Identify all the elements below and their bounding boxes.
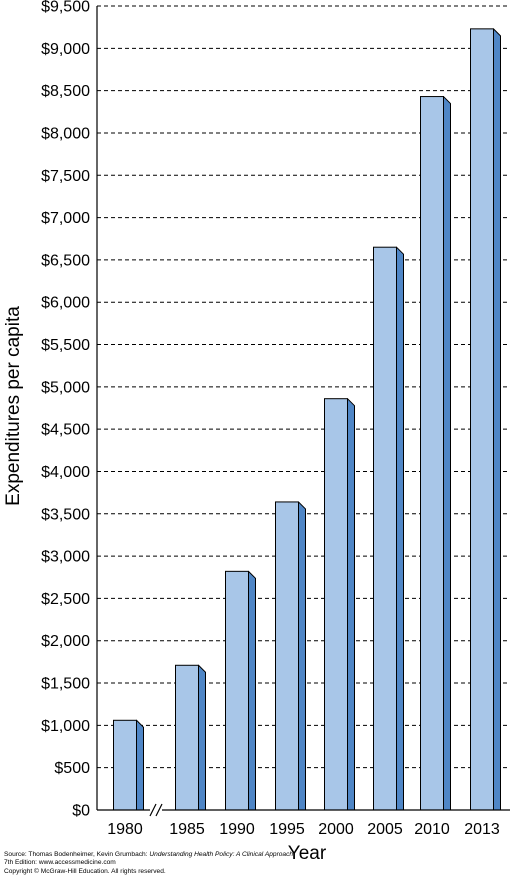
y-tick-label: $9,000 [41,41,90,58]
x-tick-label: 1995 [269,821,305,838]
bar [420,96,451,811]
x-tick-labels: 1980 1985 1990 1995 2000 2005 2010 2013 [107,821,500,838]
y-tick-label: $2,500 [41,591,90,608]
y-tick-label: $8,000 [41,125,90,142]
bar-front [175,664,199,811]
source-prefix: Source: Thomas Bodenheimer, Kevin Grumba… [4,851,150,858]
bar-front [373,246,397,811]
y-tick-label: $0 [72,803,90,820]
x-tick-label: 1990 [219,821,255,838]
bar-front [470,28,494,811]
bar-side [248,570,256,811]
y-tick-label: $500 [54,760,90,777]
x-tick-label: 2005 [367,821,403,838]
copyright-text: Copyright © McGraw-Hill Education. All r… [4,867,166,875]
x-tick-label: 2013 [464,821,500,838]
bar-front [113,719,137,811]
y-tick-label: $8,500 [41,83,90,100]
bar-front [324,398,348,811]
y-tick-label: $5,500 [41,337,90,354]
bar-side [298,501,306,811]
y-axis-label: Expenditures per capita [3,306,24,506]
source-book-title: Understanding Health Policy: A Clinical … [149,851,294,858]
bars [113,28,501,811]
y-tick-labels: $0 $500 $1,000 $1,500 $2,000 $2,500 $3,000 $3,5… [41,0,90,820]
x-tick-label: 2010 [414,821,450,838]
y-tick-label: $2,000 [41,633,90,650]
x-tick-label: 2000 [318,821,354,838]
bar-side [493,28,501,811]
bar-side [198,664,206,811]
axis-break-mark [149,803,157,817]
y-tick-label: $9,500 [41,0,90,16]
x-tick-label: 1985 [169,821,205,838]
bar-side [347,398,355,811]
bar [324,398,355,811]
bar [225,570,256,811]
bar-side [136,719,144,811]
y-tick-label: $6,000 [41,295,90,312]
y-tick-label: $4,000 [41,464,90,481]
bar-front [275,501,299,811]
y-tick-label: $7,500 [41,168,90,185]
bar-front [225,570,249,811]
bar [275,501,306,811]
source-note: Source: Thomas Bodenheimer, Kevin Grumba… [4,851,304,876]
bar [373,246,404,811]
y-tick-label: $6,500 [41,252,90,269]
bar-front [420,96,444,811]
x-tick-label: 1980 [107,821,143,838]
y-tick-label: $3,000 [41,549,90,566]
bar [470,28,501,811]
bar-side [396,246,404,811]
x-axis-label: Year [288,843,327,864]
y-tick-label: $1,500 [41,676,90,693]
bar-side [443,96,451,811]
bar [175,664,206,811]
y-tick-label: $5,000 [41,379,90,396]
y-tick-label: $4,500 [41,422,90,439]
axis-break-mark [155,803,163,817]
axes [96,6,510,817]
y-tick-label: $1,000 [41,718,90,735]
y-tick-label: $3,500 [41,506,90,523]
source-suffix: , 7th Edition: www.accessmedicine.com [4,851,295,867]
y-tick-label: $7,000 [41,210,90,227]
bar [113,719,144,811]
